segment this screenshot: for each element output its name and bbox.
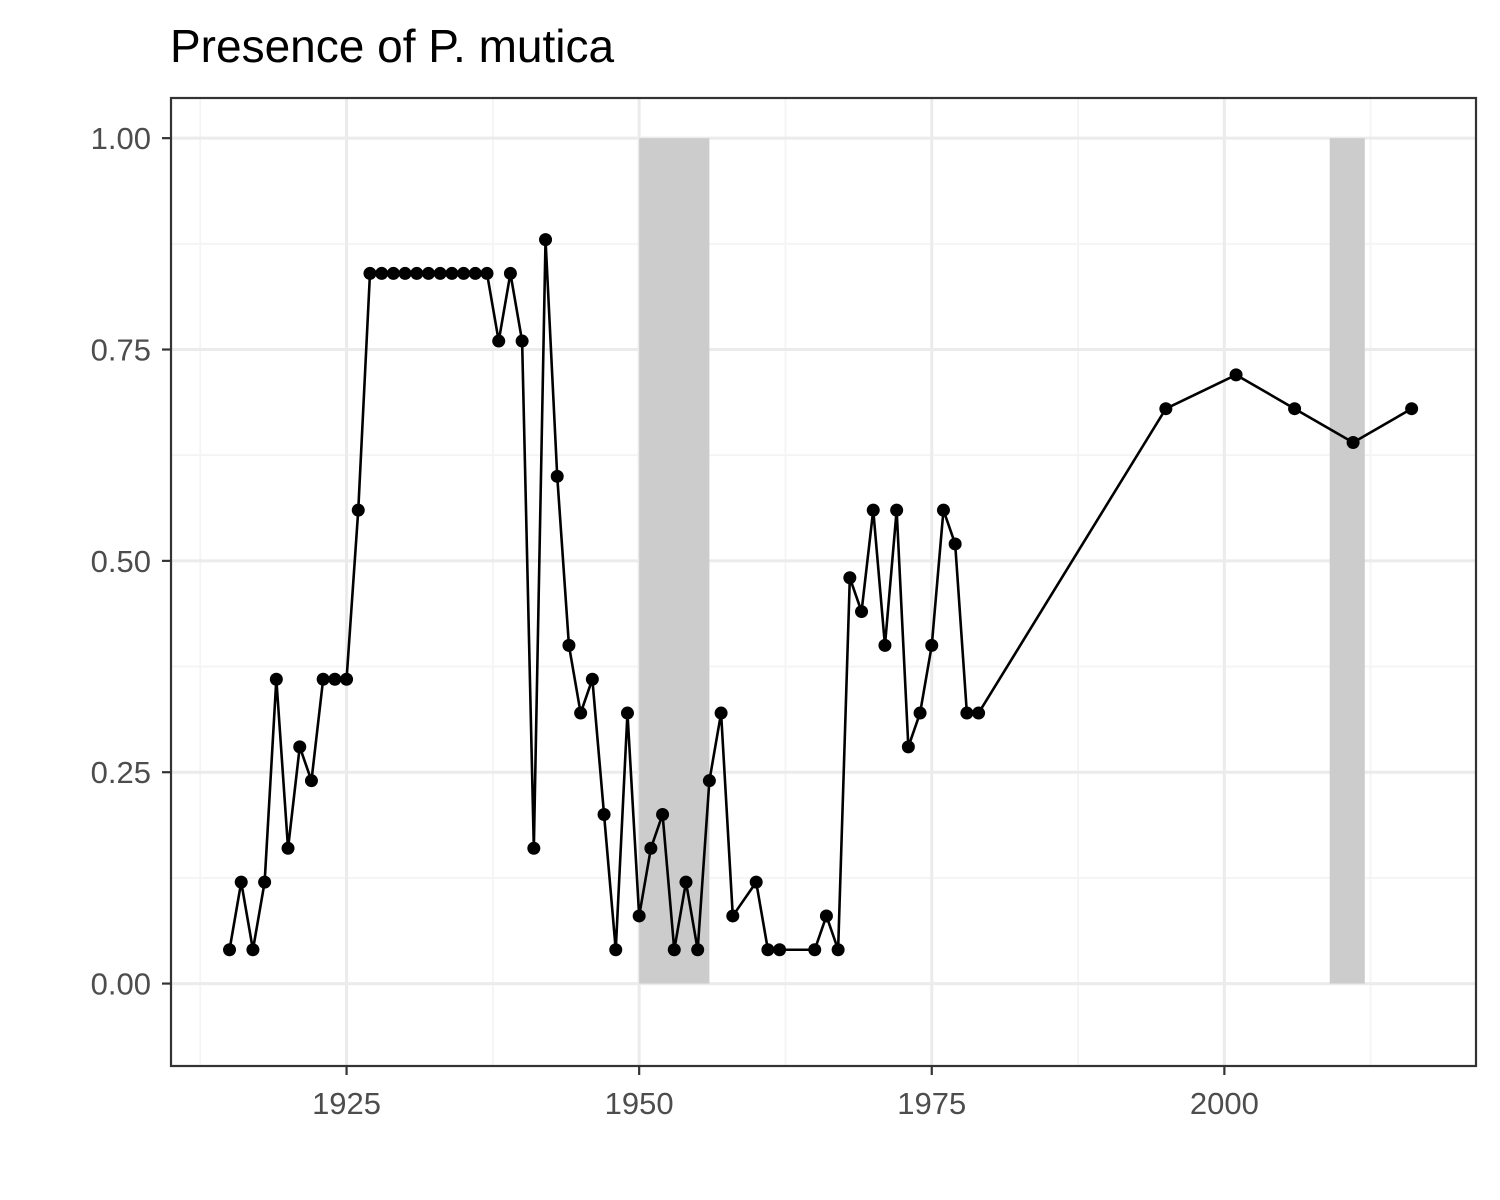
data-point [855, 605, 869, 619]
data-point [398, 266, 412, 280]
data-point [808, 943, 822, 957]
data-point [890, 503, 904, 517]
data-point [702, 774, 716, 788]
x-tick-label: 2000 [1190, 1086, 1259, 1121]
data-point [480, 266, 494, 280]
data-point [878, 638, 892, 652]
data-point [433, 266, 447, 280]
data-points [223, 233, 1419, 957]
data-point [644, 841, 658, 855]
data-point [609, 943, 623, 957]
x-tick-label: 1975 [897, 1086, 966, 1121]
x-tick-label: 1925 [312, 1086, 381, 1121]
data-point [925, 638, 939, 652]
data-point [656, 807, 670, 821]
data-point [773, 943, 787, 957]
data-point [421, 266, 435, 280]
data-point [761, 943, 775, 957]
y-tick-label: 1.00 [91, 121, 151, 156]
data-point [1159, 402, 1173, 416]
data-point [363, 266, 377, 280]
chart-title: Presence of P. mutica [170, 20, 614, 72]
data-point [574, 706, 588, 720]
data-point [246, 943, 260, 957]
y-tick-label: 0.00 [91, 967, 151, 1002]
data-point [1405, 402, 1419, 416]
data-point [269, 672, 283, 686]
data-point [620, 706, 634, 720]
y-tick-label: 0.50 [91, 544, 151, 579]
data-point [492, 334, 506, 348]
data-point [866, 503, 880, 517]
y-axis: 0.00 0.25 0.50 0.75 1.00 [91, 121, 171, 1002]
y-tick-label: 0.25 [91, 755, 151, 790]
data-point [936, 503, 950, 517]
data-point [328, 672, 342, 686]
data-point [550, 469, 564, 483]
data-point [445, 266, 459, 280]
data-point [667, 943, 681, 957]
data-point [843, 571, 857, 585]
data-point [1229, 368, 1243, 382]
data-point [515, 334, 529, 348]
data-point [972, 706, 986, 720]
data-point [913, 706, 927, 720]
y-tick-label: 0.75 [91, 333, 151, 368]
data-point [597, 807, 611, 821]
minor-grid [171, 98, 1476, 1066]
data-point [293, 740, 307, 754]
data-point [632, 909, 646, 923]
x-axis: 1925 1950 1975 2000 [312, 1066, 1259, 1121]
data-point [316, 672, 330, 686]
data-point [410, 266, 424, 280]
data-point [831, 943, 845, 957]
data-point [819, 909, 833, 923]
data-point [503, 266, 517, 280]
data-point [960, 706, 974, 720]
data-point [386, 266, 400, 280]
data-point [234, 875, 248, 889]
data-point [351, 503, 365, 517]
panel-border [169, 96, 1478, 1068]
data-point [375, 266, 389, 280]
data-point [714, 706, 728, 720]
data-point [340, 672, 354, 686]
series-line [228, 238, 1413, 952]
data-point [948, 537, 962, 551]
data-point [457, 266, 471, 280]
data-point [281, 841, 295, 855]
series-line-group [228, 238, 1413, 952]
data-point [749, 875, 763, 889]
data-point [679, 875, 693, 889]
x-tick-label: 1950 [605, 1086, 674, 1121]
data-point [585, 672, 599, 686]
data-point [539, 233, 553, 247]
data-point [527, 841, 541, 855]
data-point [562, 638, 576, 652]
data-point [901, 740, 915, 754]
data-point [726, 909, 740, 923]
data-point [468, 266, 482, 280]
data-point [691, 943, 705, 957]
data-point [223, 943, 237, 957]
data-point [258, 875, 272, 889]
data-point [1346, 436, 1360, 450]
data-point [1288, 402, 1302, 416]
data-point [304, 774, 318, 788]
shaded-range [1329, 138, 1365, 984]
